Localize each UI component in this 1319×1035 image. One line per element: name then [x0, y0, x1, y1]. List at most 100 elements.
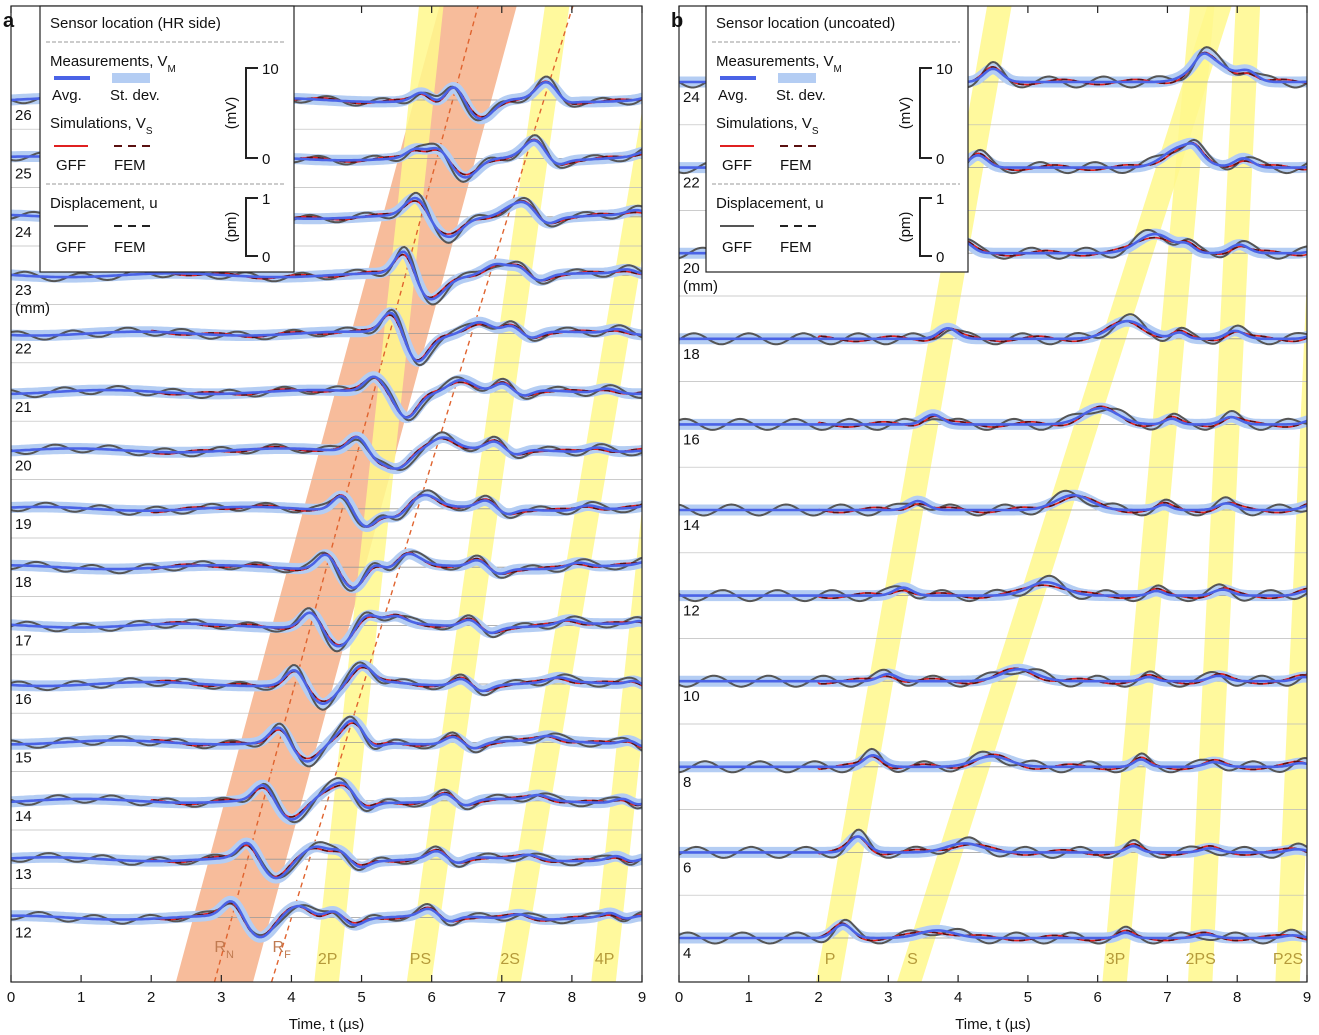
subscript: S [146, 126, 153, 137]
legend-stdev-label: St. dev. [110, 87, 160, 104]
subscript: S [812, 126, 819, 137]
panel-label: b [671, 10, 683, 32]
offset-label: 15 [15, 749, 32, 766]
offset-label: 12 [15, 925, 32, 942]
x-axis-title: Time, t (µs) [289, 1016, 365, 1033]
legend-fem-label: FEM [780, 239, 812, 256]
legend-title: Sensor location (HR side) [50, 15, 221, 32]
voltage-scale-top: 10 [262, 61, 279, 78]
offset-label: 22 [683, 175, 700, 192]
panel-label: a [3, 10, 15, 32]
legend-fem-label: FEM [780, 157, 812, 174]
subscript: M [168, 64, 176, 75]
x-tick-label: 3 [217, 989, 225, 1006]
x-tick-label: 3 [884, 989, 892, 1006]
subscript: M [834, 64, 842, 75]
legend-gff-label: GFF [56, 239, 86, 256]
offset-label: 24 [683, 89, 700, 106]
legend-fem-label: FEM [114, 157, 146, 174]
offset-label: 21 [15, 399, 32, 416]
displacement-scale-unit: (pm) [897, 212, 914, 243]
x-tick-label: 5 [1024, 989, 1032, 1006]
x-tick-label: 5 [357, 989, 365, 1006]
subscript: F [284, 949, 291, 961]
voltage-scale-top: 10 [936, 61, 953, 78]
displacement-scale-bottom: 0 [936, 249, 944, 266]
legend-displacement: Displacement, u [50, 195, 158, 212]
legend: Sensor location (HR side) Measurements, V… [40, 6, 294, 272]
x-axis-title: Time, t (µs) [955, 1016, 1031, 1033]
subscript: N [226, 949, 234, 961]
legend-title: Sensor location (uncoated) [716, 15, 895, 32]
offset-unit-label: (mm) [15, 300, 50, 317]
x-tick-label: 0 [7, 989, 15, 1006]
offset-label: 22 [15, 341, 32, 358]
legend: Sensor location (uncoated) Measurements, … [706, 6, 968, 272]
offset-unit-label: (mm) [683, 278, 718, 295]
legend-box [706, 6, 968, 272]
x-tick-label: 0 [675, 989, 683, 1006]
wave-band-label: 3P [1106, 951, 1126, 968]
x-tick-label: 7 [498, 989, 506, 1006]
voltage-scale-bottom: 0 [936, 151, 944, 168]
legend-gff-label: GFF [722, 239, 752, 256]
offset-label: 16 [15, 691, 32, 708]
offset-label: 24 [15, 224, 32, 241]
x-tick-label: 2 [814, 989, 822, 1006]
offset-label: 12 [683, 603, 700, 620]
offset-label: 14 [15, 808, 32, 825]
offset-label: 6 [683, 859, 691, 876]
offset-label: 18 [15, 574, 32, 591]
offset-label: 4 [683, 945, 691, 962]
x-tick-label: 6 [427, 989, 435, 1006]
x-tick-label: 9 [638, 989, 646, 1006]
offset-label: 25 [15, 165, 32, 182]
x-tick-label: 1 [745, 989, 753, 1006]
wave-band-label: P2S [1273, 951, 1303, 968]
x-tick-label: 2 [147, 989, 155, 1006]
offset-label: 8 [683, 774, 691, 791]
legend-box [40, 6, 294, 272]
offset-label: 18 [683, 346, 700, 363]
displacement-scale-unit: (pm) [223, 212, 240, 243]
x-tick-label: 8 [1233, 989, 1241, 1006]
wave-band-label: 2S [500, 951, 520, 968]
voltage-scale-unit: (mV) [223, 97, 240, 130]
wave-band-label: 2P [318, 951, 338, 968]
wave-band-label: PS [410, 951, 431, 968]
legend-stdev-label: St. dev. [776, 87, 826, 104]
x-tick-label: 4 [287, 989, 295, 1006]
wave-band-label: S [907, 951, 918, 968]
wave-band-label: 4P [595, 951, 615, 968]
offset-label: 17 [15, 633, 32, 650]
x-tick-label: 9 [1303, 989, 1311, 1006]
offset-label: 26 [15, 107, 32, 124]
x-tick-label: 8 [568, 989, 576, 1006]
legend-gff-label: GFF [56, 157, 86, 174]
offset-label: 20 [683, 260, 700, 277]
offset-label: 16 [683, 431, 700, 448]
offset-label: 23 [15, 282, 32, 299]
voltage-scale-bottom: 0 [262, 151, 270, 168]
legend-gff-label: GFF [722, 157, 752, 174]
voltage-scale-unit: (mV) [897, 97, 914, 130]
offset-label: 14 [683, 517, 700, 534]
displacement-scale-top: 1 [262, 191, 270, 208]
offset-label: 13 [15, 866, 32, 883]
legend-displacement: Displacement, u [716, 195, 824, 212]
panel-a: 262524232221201918171615141312(mm)RN RF 2P… [3, 6, 720, 1033]
offset-label: 10 [683, 688, 700, 705]
legend-avg-label: Avg. [718, 87, 748, 104]
offset-label: 19 [15, 516, 32, 533]
legend-avg-label: Avg. [52, 87, 82, 104]
x-tick-label: 7 [1163, 989, 1171, 1006]
wave-band-label: 2PS [1186, 951, 1216, 968]
legend-fem-label: FEM [114, 239, 146, 256]
x-tick-label: 4 [954, 989, 962, 1006]
displacement-scale-bottom: 0 [262, 249, 270, 266]
displacement-scale-top: 1 [936, 191, 944, 208]
offset-label: 20 [15, 457, 32, 474]
x-tick-label: 6 [1093, 989, 1101, 1006]
